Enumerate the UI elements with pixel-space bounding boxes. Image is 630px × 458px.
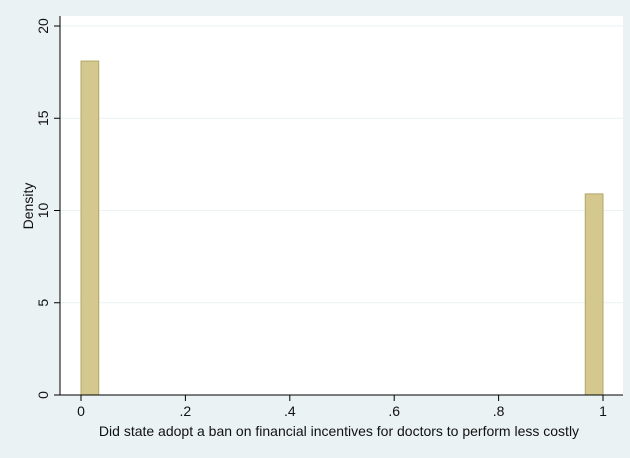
x-tick-label: .6 xyxy=(388,403,400,419)
x-tick-label: 0 xyxy=(77,403,85,419)
y-tick-label: 20 xyxy=(35,18,51,34)
x-tick-label: .8 xyxy=(493,403,505,419)
gridlines xyxy=(60,25,623,304)
ticks: 0 5 10 15 20 0 .2 .4 .6 .8 1 xyxy=(35,18,607,419)
y-tick-label: 5 xyxy=(35,299,51,307)
plot-area xyxy=(60,16,623,395)
x-tick-label: 1 xyxy=(599,403,607,419)
y-tick-label: 10 xyxy=(35,203,51,219)
y-axis-title: Density xyxy=(20,183,36,230)
y-tick-label: 0 xyxy=(35,391,51,399)
x-axis-title: Did state adopt a ban on financial incen… xyxy=(99,423,579,439)
bars xyxy=(80,60,604,396)
x-tick-label: .2 xyxy=(180,403,192,419)
histogram-bar-0 xyxy=(80,60,100,396)
y-tick-label: 15 xyxy=(35,110,51,126)
histogram-bar-1 xyxy=(584,193,604,396)
x-tick-label: .4 xyxy=(284,403,296,419)
